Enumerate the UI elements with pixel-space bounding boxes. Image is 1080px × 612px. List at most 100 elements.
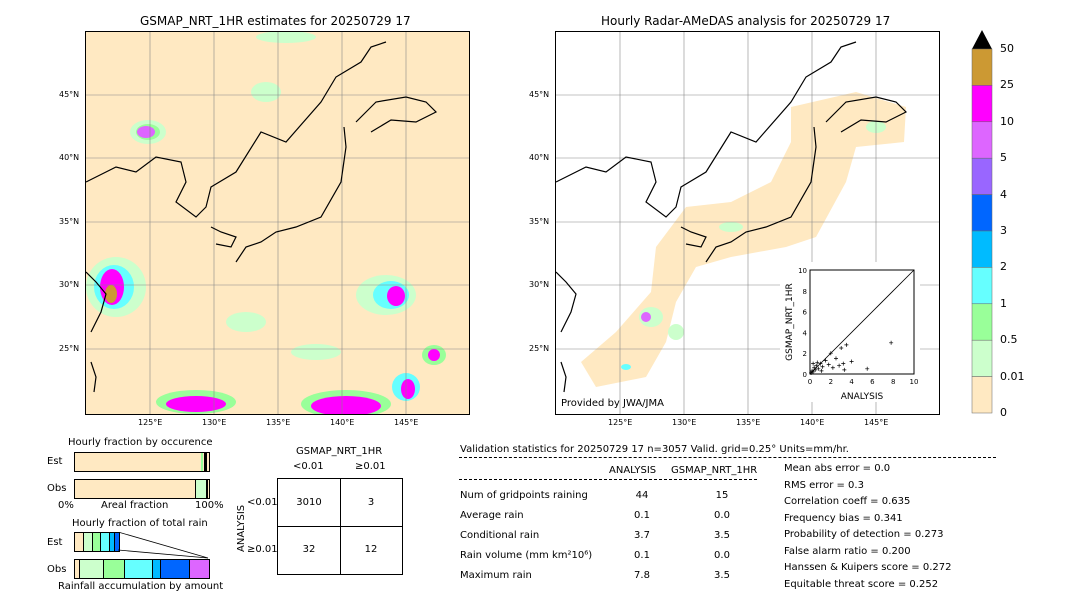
contingency-col-title: GSMAP_NRT_1HR [296,446,383,457]
colorbar-segment [971,267,993,305]
right-lat-tick: 40°N [529,153,550,162]
colorbar-segment [971,85,993,123]
scatter-point [812,365,817,370]
validation-score: Equitable threat score = 0.252 [784,578,939,590]
validation-analysis: 0.1 [634,510,650,521]
total-row-est: Est [47,537,63,548]
validation-header: Validation statistics for 20250729 17 n=… [460,444,849,455]
rain-areas [86,32,446,414]
validation-analysis: 3.7 [634,530,650,541]
scatter-point [865,366,870,371]
contingency-col-label-1: ≥0.01 [355,461,386,472]
contingency-row-label-1: ≥0.01 [247,544,278,555]
scatter-point [889,340,894,345]
validation-subdivider [459,479,757,480]
scatter-point [818,361,823,366]
validation-label: Num of gridpoints raining [460,490,588,501]
right-lat-tick: 25°N [529,344,550,353]
colorbar-label: 5 [1000,151,1007,165]
occurrence-x-mid: Areal fraction [101,500,169,511]
left-lat-tick: 40°N [59,153,80,162]
left-lat-tick: 25°N [59,344,80,353]
left-map-title: GSMAP_NRT_1HR estimates for 20250729 17 [140,14,411,28]
scatter-xlabel: ANALYSIS [841,392,884,402]
scatter-point [815,360,820,365]
scatter-ylabel: GSMAP_NRT_1HR [785,283,795,361]
scatter-xtick: 6 [870,378,875,386]
validation-score: Mean abs error = 0.0 [784,463,891,474]
left-lat-tick: 45°N [59,90,80,99]
scatter-ytick: 10 [798,267,807,275]
validation-score: Correlation coeff = 0.635 [784,496,911,507]
validation-analysis: 7.8 [634,570,650,581]
right-lon-tick: 135°E [736,418,761,427]
scatter-point [849,359,854,364]
colorbar-segment [971,376,993,414]
scatter-ytick: 2 [803,350,807,358]
validation-gsmap: 0.0 [714,510,730,521]
scatter-xtick: 8 [891,378,895,386]
colorbar-label: 0 [1000,406,1007,419]
scatter-point [844,342,849,347]
colorbar-label: 1 [1000,296,1007,310]
occurrence-bar-est [74,452,210,472]
scatter-point [830,365,835,370]
total-row-obs: Obs [47,564,67,575]
scatter-point [816,366,821,371]
left-coastlines [86,41,438,393]
validation-col-gsmap: GSMAP_NRT_1HR [671,465,758,476]
colorbar-segment [971,121,993,159]
scatter-point [811,369,816,374]
validation-gsmap: 15 [715,490,729,501]
occurrence-x-left: 0% [58,500,74,511]
occurrence-row-est: Est [47,456,63,467]
colorbar-label: 0.5 [1000,333,1018,347]
total-bar-est [74,532,120,552]
radar-credit: Provided by JWA/JMA [561,398,664,409]
colorbar-label: 10 [1000,114,1014,128]
right-map-title: Hourly Radar-AMeDAS analysis for 2025072… [601,14,891,28]
validation-label: Average rain [460,510,524,521]
validation-label: Conditional rain [460,530,540,541]
scatter-svg: 00 2 2 4 4 6 6 8 8 10 10 ANALYSIS GSMAP_NRT_1HR [785,267,918,402]
scatter-point [826,362,831,367]
validation-gsmap: 0.0 [714,550,730,561]
scatter-point [837,363,842,368]
right-lon-tick: 145°E [864,418,889,427]
colorbar-label: 0.01 [1000,369,1025,383]
right-lat-tick: 35°N [529,217,550,226]
colorbar-segment [971,194,993,232]
validation-score: RMS error = 0.3 [784,479,864,491]
validation-score: False alarm ratio = 0.200 [784,545,911,557]
occurrence-bar-obs [74,479,210,499]
colorbar-label: 25 [1000,78,1014,92]
contingency-cell: 32 [302,544,316,555]
contingency-table: 3010 3 32 12 [277,478,403,575]
left-lon-tick: 135°E [266,418,291,427]
colorbar-label: 3 [1000,224,1007,237]
validation-gsmap: 3.5 [714,530,730,541]
scatter-point [823,358,828,363]
total-xlabel: Rainfall accumulation by amount [58,581,224,592]
scatter-ytick: 4 [803,329,808,337]
contingency-row-label-0: <0.01 [247,497,278,508]
colorbar-svg [971,30,993,414]
scatter-point [813,367,818,372]
validation-gsmap: 3.5 [714,570,730,581]
colorbar [970,30,994,414]
right-lat-tick: 45°N [529,90,550,99]
scatter-point [819,368,824,373]
contingency-col-label-0: <0.01 [293,461,324,472]
left-lat-tick: 30°N [59,280,80,289]
left-map [85,31,470,415]
left-lon-tick: 125°E [138,418,163,427]
right-lon-tick: 140°E [800,418,825,427]
validation-col-analysis: ANALYSIS [609,465,657,476]
right-lon-tick: 130°E [672,418,697,427]
radar-coverage [581,92,906,387]
occurrence-title: Hourly fraction by occurence [68,437,213,448]
validation-analysis: 0.1 [634,550,650,561]
validation-score: Hanssen & Kuipers score = 0.272 [784,562,952,573]
left-lon-tick: 130°E [202,418,227,427]
scatter-point [841,361,846,366]
